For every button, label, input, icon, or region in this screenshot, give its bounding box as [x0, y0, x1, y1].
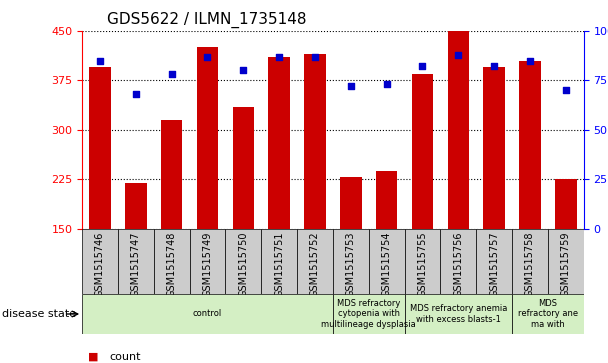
Bar [333, 229, 368, 294]
Point [310, 54, 320, 60]
Text: GSM1515756: GSM1515756 [454, 231, 463, 297]
Bar [555, 179, 576, 229]
Point [561, 87, 571, 93]
Bar [340, 177, 362, 229]
Bar [376, 171, 398, 229]
Bar [512, 229, 548, 294]
Text: MDS refractory anemia
with excess blasts-1: MDS refractory anemia with excess blasts… [410, 304, 507, 324]
Text: GSM1515752: GSM1515752 [310, 231, 320, 297]
Bar [154, 229, 190, 294]
Bar [447, 29, 469, 229]
Bar [512, 294, 584, 334]
Text: GSM1515753: GSM1515753 [346, 231, 356, 297]
Bar [190, 229, 226, 294]
Bar [82, 294, 333, 334]
Point [131, 91, 140, 97]
Bar [268, 57, 290, 229]
Bar [519, 61, 541, 229]
Text: disease state: disease state [2, 309, 76, 319]
Text: MDS refractory
cytopenia with
multilineage dysplasia: MDS refractory cytopenia with multilinea… [322, 299, 416, 329]
Bar [125, 183, 147, 229]
Text: GSM1515748: GSM1515748 [167, 231, 177, 297]
Text: GSM1515758: GSM1515758 [525, 231, 535, 297]
Point [238, 68, 248, 73]
Point [346, 83, 356, 89]
Text: count: count [109, 352, 141, 362]
Point [167, 72, 176, 77]
Bar [476, 229, 512, 294]
Bar [548, 229, 584, 294]
Point [454, 52, 463, 57]
Bar [333, 294, 404, 334]
Point [525, 58, 535, 64]
Point [202, 54, 212, 60]
Bar [89, 67, 111, 229]
Bar [368, 229, 404, 294]
Text: GSM1515747: GSM1515747 [131, 231, 141, 297]
Bar [404, 229, 440, 294]
Text: GSM1515757: GSM1515757 [489, 231, 499, 297]
Bar [404, 294, 512, 334]
Bar [197, 47, 218, 229]
Point [382, 81, 392, 87]
Bar [161, 120, 182, 229]
Bar [82, 229, 118, 294]
Text: ■: ■ [88, 352, 98, 362]
Bar [232, 107, 254, 229]
Text: GSM1515759: GSM1515759 [561, 231, 571, 297]
Bar [297, 229, 333, 294]
Bar [412, 74, 433, 229]
Point [418, 64, 427, 69]
Text: GSM1515755: GSM1515755 [418, 231, 427, 297]
Point [489, 64, 499, 69]
Text: control: control [193, 310, 222, 318]
Bar [226, 229, 261, 294]
Text: GSM1515750: GSM1515750 [238, 231, 248, 297]
Bar [261, 229, 297, 294]
Text: GDS5622 / ILMN_1735148: GDS5622 / ILMN_1735148 [107, 12, 306, 28]
Text: GSM1515754: GSM1515754 [382, 231, 392, 297]
Bar [118, 229, 154, 294]
Text: MDS
refractory ane
ma with: MDS refractory ane ma with [518, 299, 578, 329]
Point [95, 58, 105, 64]
Bar [483, 67, 505, 229]
Text: GSM1515751: GSM1515751 [274, 231, 284, 297]
Bar [304, 54, 326, 229]
Bar [440, 229, 476, 294]
Text: GSM1515749: GSM1515749 [202, 231, 212, 297]
Text: GSM1515746: GSM1515746 [95, 231, 105, 297]
Point [274, 54, 284, 60]
